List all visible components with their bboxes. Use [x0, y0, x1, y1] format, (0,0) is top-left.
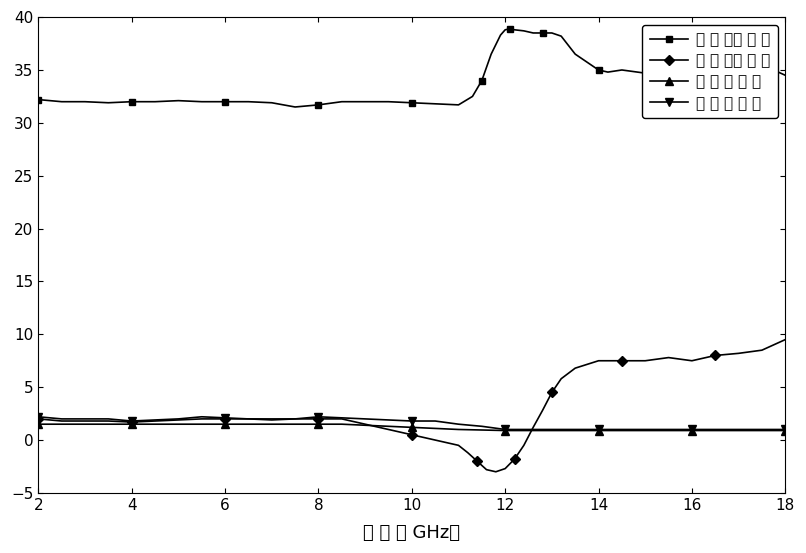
- X-axis label: 频 率 （ GHz）: 频 率 （ GHz）: [364, 524, 460, 542]
- Legend: 介 电 常数 实 部, 介 电 常数 虚 部, 磁 导 率 实 部, 磁 导 率 虚 部: 介 电 常数 实 部, 介 电 常数 虚 部, 磁 导 率 实 部, 磁 导 率…: [642, 25, 778, 118]
